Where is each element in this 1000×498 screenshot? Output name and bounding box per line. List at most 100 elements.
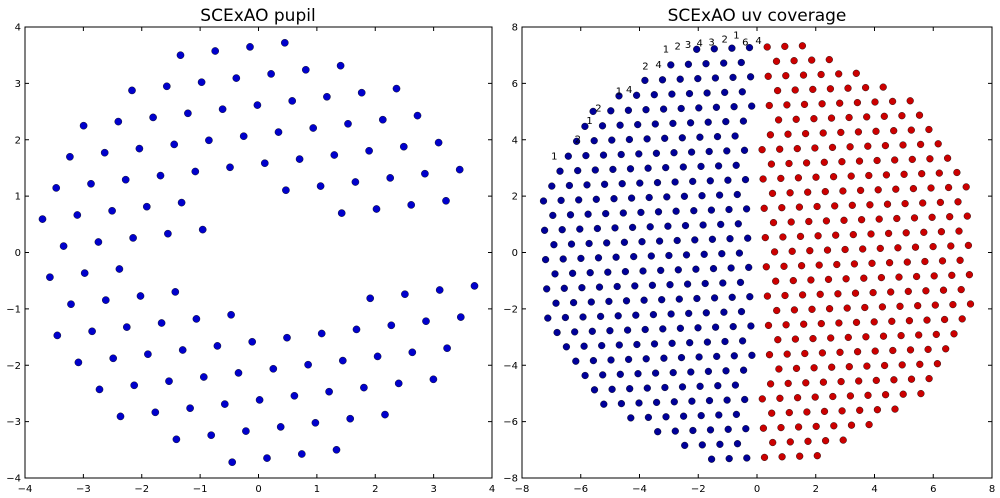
uv-point-red <box>763 43 771 51</box>
uv-annotation: 4 <box>755 36 761 47</box>
uv-point-blue <box>655 237 664 245</box>
uv-point-red <box>872 376 880 385</box>
uv-point-blue <box>713 133 722 141</box>
uv-point-red <box>857 216 866 224</box>
uv-point-blue <box>733 190 741 199</box>
uv-point-red <box>834 290 842 298</box>
pupil-xtick-label: 0 <box>255 484 261 495</box>
uv-point-red <box>805 217 813 226</box>
uv-point-red <box>915 331 923 339</box>
uv-point-blue <box>696 382 704 390</box>
uv-point-red <box>958 315 966 323</box>
uv-point-red <box>861 83 870 92</box>
pupil-point <box>260 159 269 167</box>
uv-point-red <box>829 173 838 181</box>
uv-point-red <box>806 247 814 255</box>
uv-point-blue <box>742 205 751 213</box>
uv-point-blue <box>719 279 727 287</box>
uv-point-blue <box>735 249 744 257</box>
uv-point-red <box>888 97 897 106</box>
uv-point-blue <box>743 454 751 462</box>
uv-point-blue <box>674 266 682 274</box>
uv-point-blue <box>650 91 658 99</box>
uv-point-blue <box>562 343 571 351</box>
uv-point-blue <box>736 278 745 287</box>
uv-point-blue <box>657 266 665 275</box>
pupil-ytick-label: −4 <box>6 474 21 485</box>
pupil-point <box>309 124 318 132</box>
pupil-point <box>381 410 389 419</box>
uv-point-red <box>785 409 793 417</box>
uv-point-blue <box>716 440 724 448</box>
uv-point-blue <box>578 284 586 292</box>
uv-point-red <box>776 394 784 402</box>
uv-point-red <box>784 379 792 388</box>
uv-point-blue <box>590 386 599 394</box>
uv-ytick-label: 6 <box>512 79 518 90</box>
pupil-point <box>74 358 83 367</box>
uv-point-blue <box>643 384 651 392</box>
pupil-point <box>330 151 339 159</box>
uv-point-blue <box>574 167 582 175</box>
uv-point-red <box>763 292 772 300</box>
uv-point-red <box>768 189 777 198</box>
uv-point-red <box>899 141 907 149</box>
uv-point-blue <box>741 176 750 184</box>
pupil-point <box>401 290 409 299</box>
pupil-point <box>338 356 347 365</box>
pupil-ytick-label: 2 <box>15 135 21 146</box>
uv-point-blue <box>699 221 707 229</box>
uv-annotation: 4 <box>655 60 661 71</box>
uv-point-red <box>856 406 864 414</box>
uv-point-red <box>846 392 855 400</box>
pupil-point <box>171 288 180 296</box>
uv-point-blue <box>704 118 712 126</box>
pupil-points <box>38 39 479 467</box>
uv-point-red <box>906 346 915 354</box>
pupil-point <box>157 319 166 327</box>
uv-xtick-label: −8 <box>515 484 530 495</box>
uv-point-blue <box>652 398 661 407</box>
uv-point-red <box>817 70 825 79</box>
pupil-ytick-label: 1 <box>15 192 21 203</box>
uv-point-red <box>898 112 906 120</box>
pupil-point <box>108 206 116 215</box>
uv-point-blue <box>710 45 718 53</box>
uv-point-red <box>783 101 791 109</box>
uv-point-red <box>853 98 862 107</box>
uv-point-red <box>810 115 818 123</box>
uv-point-blue <box>677 354 686 362</box>
uv-annotation: 6 <box>742 37 748 48</box>
uv-point-red <box>852 318 861 327</box>
uv-point-blue <box>608 385 616 393</box>
pupil-point <box>290 391 299 400</box>
pupil-point <box>205 136 213 145</box>
uv-point-red <box>809 335 817 343</box>
uv-point-blue <box>715 411 723 419</box>
uv-point-red <box>824 275 833 284</box>
uv-point-red <box>778 453 786 461</box>
uv-point-blue <box>607 107 615 115</box>
uv-point-red <box>840 216 848 224</box>
uv-point-blue <box>625 135 634 144</box>
uv-point-blue <box>748 351 756 359</box>
pupil-point <box>429 375 438 384</box>
uv-point-red <box>777 424 785 432</box>
uv-point-blue <box>695 353 703 361</box>
uv-point-blue <box>641 76 649 85</box>
pupil-point <box>116 412 125 421</box>
uv-point-blue <box>589 357 598 365</box>
uv-annotation: 2 <box>575 135 581 146</box>
uv-coverage-points <box>539 42 975 463</box>
uv-point-red <box>882 171 891 179</box>
uv-point-blue <box>599 151 608 159</box>
pupil-point <box>151 408 160 417</box>
pupil-point <box>79 121 88 130</box>
uv-xtick-label: 2 <box>813 484 819 495</box>
uv-point-red <box>766 380 775 388</box>
uv-point-blue <box>705 147 713 156</box>
uv-point-red <box>854 128 863 136</box>
uv-ytick-label: 0 <box>512 248 518 259</box>
uv-point-red <box>792 115 800 123</box>
